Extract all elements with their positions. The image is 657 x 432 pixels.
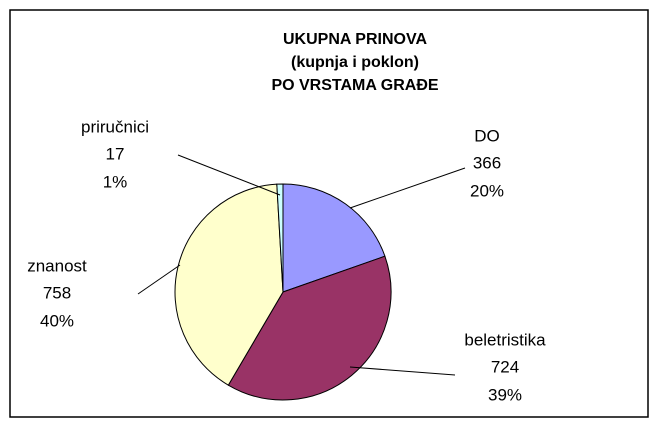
leader-line — [137, 264, 181, 295]
slice-value: 17 — [106, 144, 125, 163]
chart-title: PO VRSTAMA GRAĐE — [271, 77, 438, 94]
chart-title: (kupnja i poklon) — [291, 54, 419, 71]
slice-label: znanost — [27, 256, 87, 275]
leader-line — [177, 154, 281, 196]
slice-label: priručnici — [81, 117, 149, 136]
slice-percent: 40% — [40, 311, 74, 330]
pie-slice — [227, 255, 392, 401]
leader-line — [349, 366, 456, 376]
slice-value: 724 — [491, 357, 519, 376]
slice-percent: 39% — [488, 385, 522, 404]
slice-value: 366 — [473, 153, 501, 172]
slice-percent: 20% — [470, 181, 504, 200]
slice-label: DO — [474, 126, 500, 145]
slice-percent: 1% — [103, 172, 128, 191]
slice-label: beletristika — [464, 330, 546, 349]
slice-value: 758 — [43, 283, 71, 302]
chart-title: UKUPNA PRINOVA — [283, 31, 427, 48]
pie-slice — [276, 183, 284, 293]
leader-line — [349, 167, 466, 209]
